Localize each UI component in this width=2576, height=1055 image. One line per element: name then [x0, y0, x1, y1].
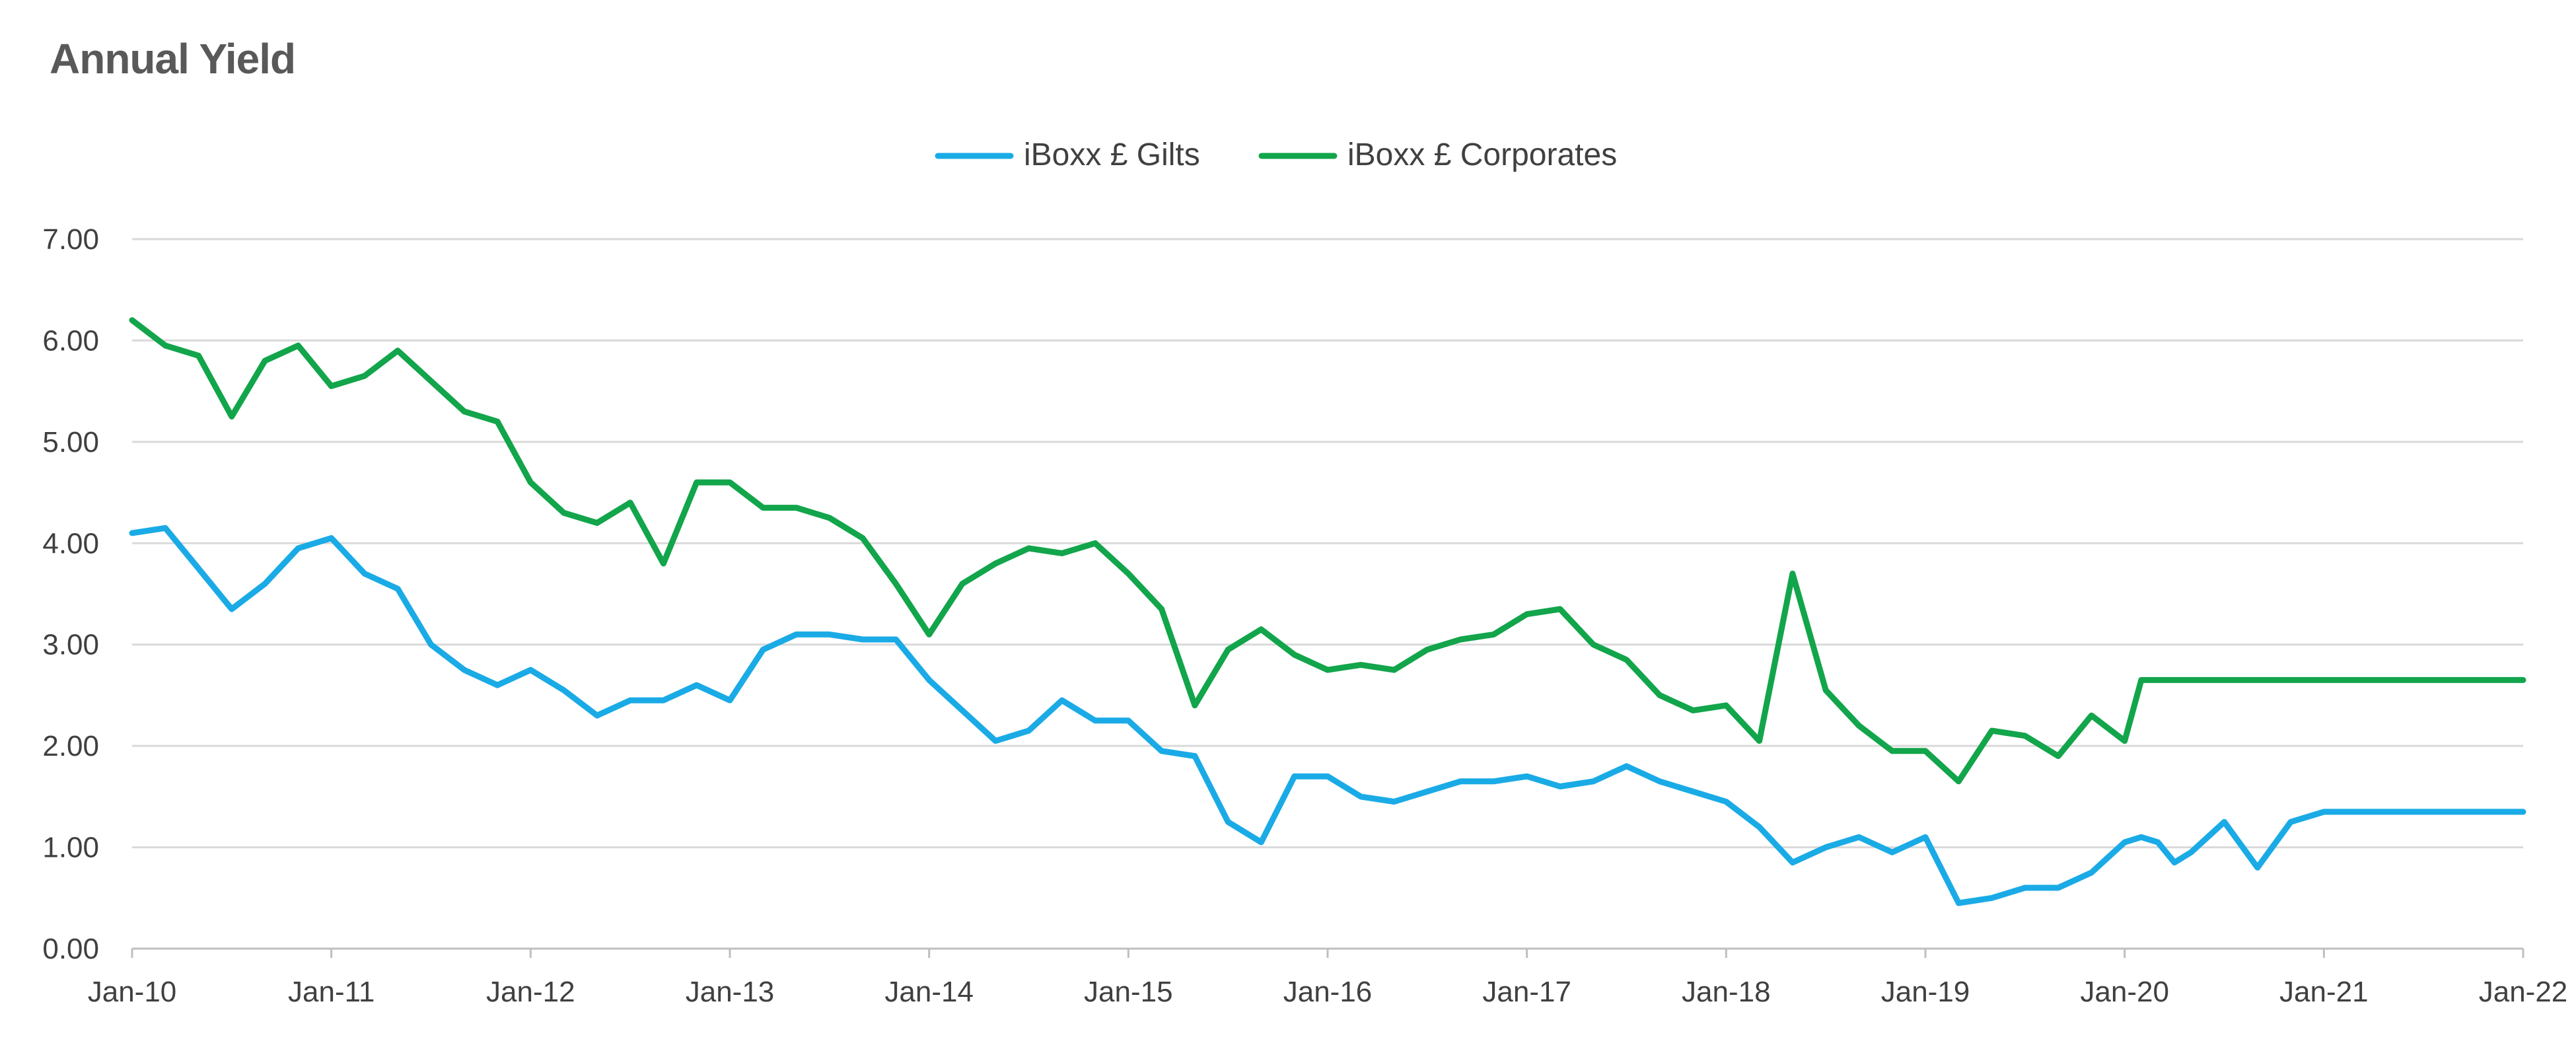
x-tick-label: Jan-11: [288, 976, 375, 1008]
y-tick-label: 5.00: [42, 426, 99, 458]
x-tick-label: Jan-17: [1482, 976, 1571, 1008]
y-tick-label: 0.00: [42, 933, 99, 965]
x-tick-label: Jan-21: [2279, 976, 2369, 1008]
x-tick-label: Jan-19: [1881, 976, 1970, 1008]
x-tick-label: Jan-22: [2479, 976, 2568, 1008]
chart-title: Annual Yield: [50, 35, 296, 83]
x-tick-label: Jan-20: [2080, 976, 2169, 1008]
y-tick-label: 2.00: [42, 730, 99, 762]
x-tick-label: Jan-15: [1084, 976, 1173, 1008]
y-tick-label: 4.00: [42, 527, 99, 560]
x-tick-label: Jan-13: [686, 976, 775, 1008]
y-tick-label: 1.00: [42, 832, 99, 864]
y-tick-label: 6.00: [42, 324, 99, 357]
legend-label: iBoxx £ Gilts: [1024, 137, 1200, 172]
y-tick-label: 3.00: [42, 629, 99, 661]
series-line-gilts: [129, 525, 2526, 906]
x-tick-label: Jan-16: [1283, 976, 1373, 1008]
x-tick-label: Jan-12: [486, 976, 575, 1008]
x-tick-label: Jan-10: [88, 976, 177, 1008]
x-tick-label: Jan-18: [1682, 976, 1771, 1008]
legend-label: iBoxx £ Corporates: [1347, 137, 1617, 172]
x-tick-label: Jan-14: [884, 976, 974, 1008]
series-line-corporates: [129, 317, 2526, 785]
y-tick-label: 7.00: [42, 223, 99, 256]
